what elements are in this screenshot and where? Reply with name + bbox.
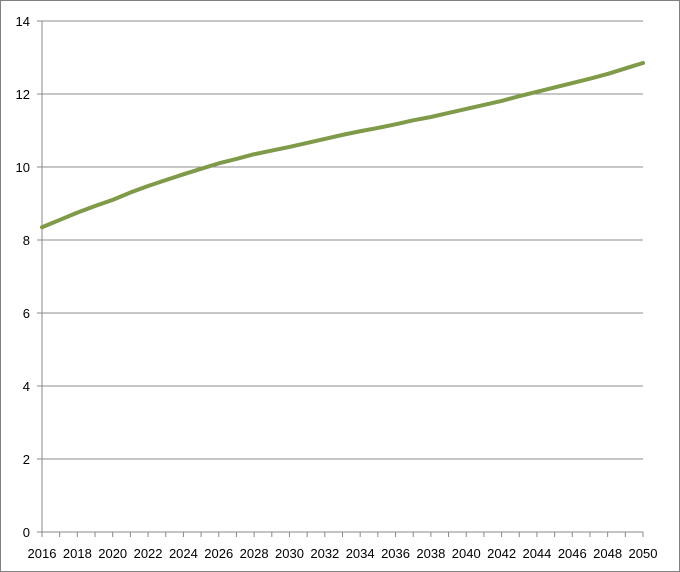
y-tick-label: 10 <box>16 160 30 175</box>
x-tick-label: 2030 <box>275 546 304 561</box>
y-tick-label: 0 <box>23 525 30 540</box>
x-tick-label: 2034 <box>346 546 375 561</box>
x-tick-label: 2040 <box>452 546 481 561</box>
x-tick-label: 2028 <box>240 546 269 561</box>
x-tick-label: 2046 <box>558 546 587 561</box>
x-tick-label: 2018 <box>63 546 92 561</box>
x-tick-label: 2038 <box>416 546 445 561</box>
series-lines <box>40 60 645 230</box>
gridlines <box>42 20 643 460</box>
x-tick-label: 2044 <box>522 546 551 561</box>
y-tick-label: 2 <box>23 452 30 467</box>
x-tick-label: 2016 <box>28 546 57 561</box>
y-tick-label: 8 <box>23 233 30 248</box>
y-axis-ticks: 0 2 4 6 8 10 12 14 <box>16 14 42 540</box>
y-tick-label: 14 <box>16 14 30 29</box>
x-tick-label: 2026 <box>204 546 233 561</box>
x-tick-label: 2020 <box>98 546 127 561</box>
x-tick-label: 2024 <box>169 546 198 561</box>
axes <box>41 21 643 533</box>
series-line-1 <box>40 60 645 230</box>
y-tick-label: 6 <box>23 306 30 321</box>
y-tick-label: 12 <box>16 87 30 102</box>
y-tick-label: 4 <box>23 379 30 394</box>
x-tick-label: 2022 <box>134 546 163 561</box>
x-tick-label: 2036 <box>381 546 410 561</box>
x-axis-ticks: 2016 2018 2020 2022 2024 2026 2028 2030 2032 2034… <box>28 532 658 561</box>
x-tick-label: 2050 <box>629 546 658 561</box>
x-tick-label: 2042 <box>487 546 516 561</box>
x-tick-label: 2048 <box>593 546 622 561</box>
x-tick-label: 2032 <box>310 546 339 561</box>
